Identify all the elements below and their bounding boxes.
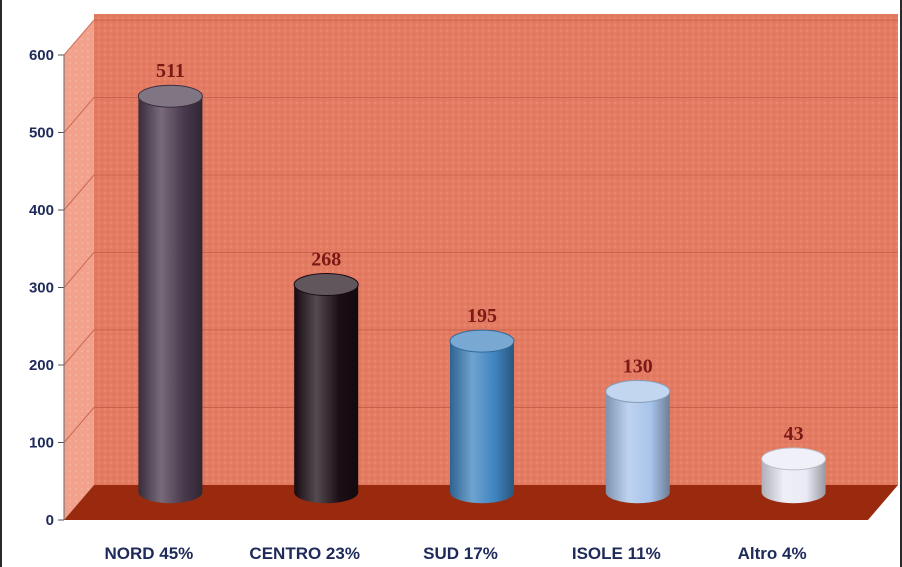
y-tick-label: 600 bbox=[29, 47, 54, 64]
category-label: NORD 45% bbox=[104, 544, 193, 563]
category-label: CENTRO 23% bbox=[249, 544, 360, 563]
y-tick-label: 100 bbox=[29, 435, 54, 452]
bar bbox=[293, 273, 359, 504]
bar bbox=[761, 447, 827, 504]
gridline bbox=[63, 97, 898, 133]
bar-body bbox=[138, 96, 203, 504]
bar-body bbox=[294, 284, 359, 504]
bar-top bbox=[293, 273, 359, 297]
data-label: 268 bbox=[311, 249, 341, 271]
data-label: 195 bbox=[467, 305, 497, 327]
bar bbox=[449, 329, 515, 504]
category-label: SUD 17% bbox=[423, 544, 498, 563]
y-tick-label: 400 bbox=[29, 202, 54, 219]
data-label: 130 bbox=[623, 356, 653, 378]
y-tick-label: 300 bbox=[29, 280, 54, 297]
bar-body bbox=[605, 391, 670, 504]
data-label: 43 bbox=[784, 423, 804, 445]
bar bbox=[137, 84, 203, 504]
gridline bbox=[63, 19, 898, 56]
category-label: ISOLE 11% bbox=[572, 544, 661, 563]
bar bbox=[605, 380, 671, 504]
y-tick-label: 500 bbox=[29, 125, 54, 142]
bar-body bbox=[761, 458, 826, 504]
y-tick-label: 0 bbox=[46, 512, 54, 529]
y-tick-label: 200 bbox=[29, 357, 54, 374]
bar-top bbox=[761, 447, 827, 471]
bar-top bbox=[137, 84, 203, 108]
bar-top bbox=[449, 329, 515, 353]
data-label: 511 bbox=[156, 60, 185, 82]
gridline bbox=[63, 174, 898, 211]
category-label: Altro 4% bbox=[738, 544, 807, 563]
gridline bbox=[63, 329, 898, 366]
bar-top bbox=[605, 380, 671, 403]
bar-body bbox=[450, 341, 514, 504]
gridline bbox=[63, 252, 898, 288]
